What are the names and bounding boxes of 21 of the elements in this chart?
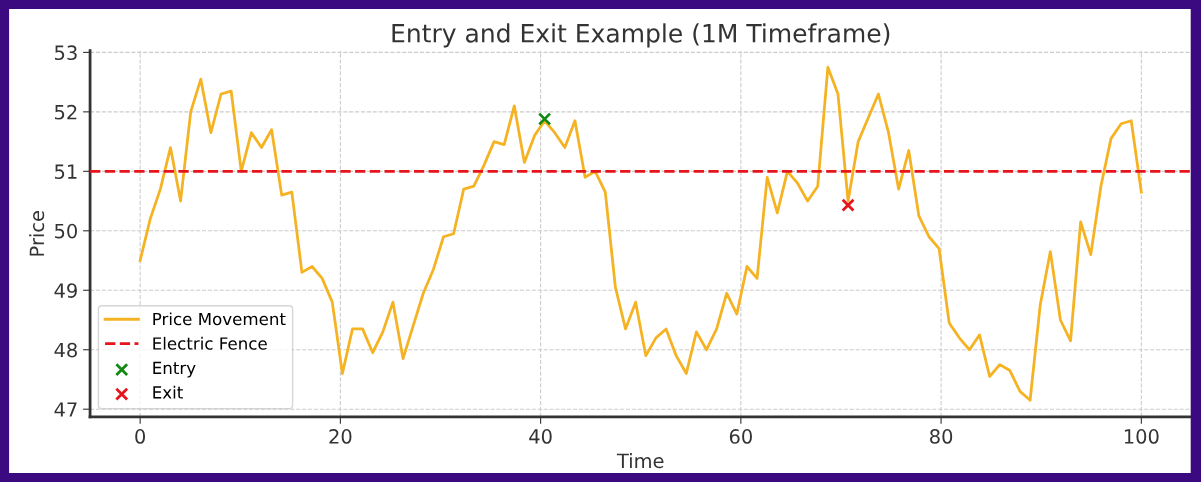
x-tick-label: 80	[930, 429, 953, 444]
y-tick-label: 48	[54, 342, 77, 358]
x-tick-label: 100	[1124, 429, 1159, 444]
x-tick-label: 60	[729, 429, 752, 444]
line-series	[138, 65, 1143, 402]
x-tick-label: 0	[135, 429, 146, 444]
legend-label: Exit	[153, 385, 183, 399]
legend-label: Electric Fence	[153, 336, 267, 350]
y-tick-label: 53	[55, 45, 77, 61]
y-tick-label: 51	[55, 164, 77, 179]
x-tick-label: 20	[329, 429, 352, 444]
chart-title: Entry and Exit Example (1M Timeframe)	[392, 23, 890, 48]
y-tick-label: 52	[55, 104, 77, 120]
legend-label: Price Movement	[153, 312, 286, 326]
y-tick-label: 49	[54, 283, 77, 298]
x-tick-label: 40	[529, 429, 552, 444]
legend-label: Entry	[153, 361, 196, 378]
y-axis-title: Price	[29, 211, 45, 256]
x-axis-title: Time	[616, 453, 664, 469]
y-tick-label: 50	[55, 223, 77, 239]
y-tick-label: 47	[54, 402, 77, 417]
